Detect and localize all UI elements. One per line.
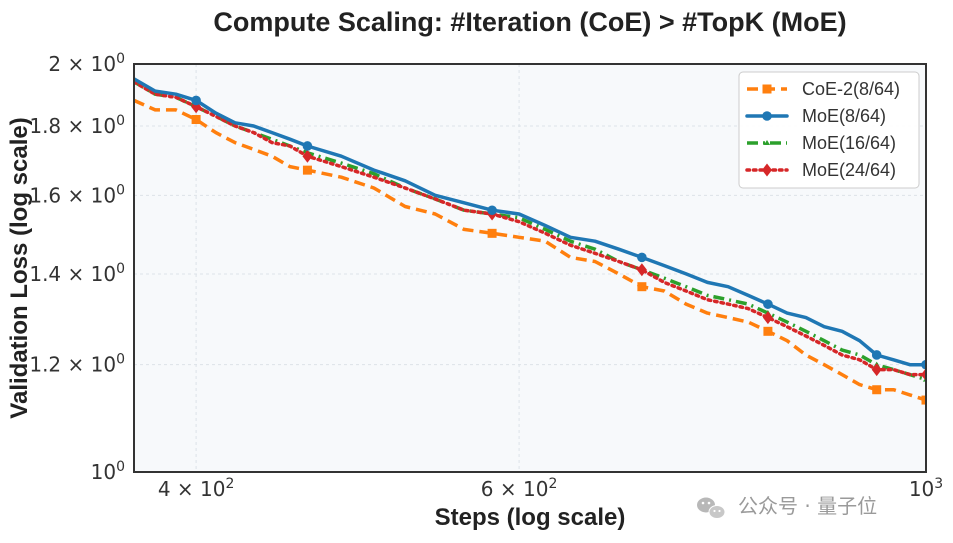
- legend-item-moe-8-64: MoE(8/64): [745, 106, 886, 126]
- legend-label: CoE-2(8/64): [802, 79, 900, 99]
- x-tick-label-0: 4 × 102: [158, 476, 235, 501]
- legend-item-moe-16-64: MoE(16/64): [747, 133, 896, 153]
- data-point-moe-24-64: [302, 149, 313, 163]
- legend-item-coe-2-8-64: CoE-2(8/64): [747, 79, 900, 99]
- legend-box: [738, 71, 920, 189]
- legend-marker: [762, 163, 772, 177]
- y-tick-label-3: 1.6 × 100: [29, 182, 125, 207]
- y-tick-label-2: 1.4 × 100: [29, 261, 125, 286]
- legend-label: MoE(8/64): [802, 106, 886, 126]
- series-line-coe-2-8-64: [134, 98, 926, 402]
- watermark-text: 公众号 · 量子位: [738, 494, 877, 518]
- y-tick-label-5: 2 × 100: [48, 51, 125, 76]
- x-axis-label: Steps (log scale): [435, 504, 626, 531]
- data-point-moe-8-64: [921, 359, 926, 370]
- data-point-moe-24-64: [636, 263, 647, 277]
- y-axis-label: Validation Loss (log scale): [6, 117, 33, 418]
- legend-label: MoE(16/64): [802, 133, 896, 153]
- watermark: 公众号 · 量子位: [697, 494, 877, 519]
- x-tick-label-2: 103: [909, 476, 943, 501]
- data-point-coe-2-8-64: [921, 395, 926, 405]
- data-point-moe-8-64: [302, 141, 313, 151]
- legend-item-moe-24-64: MoE(24/64): [745, 160, 896, 180]
- series-moe-8-64: [134, 77, 926, 370]
- chart-title: Compute Scaling: #Iteration (CoE) > #Top…: [213, 7, 846, 37]
- data-point-moe-8-64: [763, 299, 773, 309]
- data-point-coe-2-8-64: [872, 385, 882, 395]
- series-layer: [134, 77, 926, 405]
- y-tick-label-0: 100: [91, 459, 125, 484]
- legend-label: MoE(24/64): [802, 160, 896, 180]
- data-point-coe-2-8-64: [191, 115, 201, 125]
- data-point-moe-24-64: [921, 368, 926, 382]
- tick-labels: 4 × 102 6 × 102 103 100 1.2 × 100 1.4 × 100 1.…: [29, 51, 943, 501]
- series-coe-2-8-64: [134, 98, 926, 405]
- series-line-moe-16-64: [134, 80, 926, 382]
- data-point-moe-8-64: [191, 95, 201, 106]
- data-point-moe-24-64: [762, 311, 773, 325]
- series-line-moe-8-64: [134, 77, 926, 367]
- y-tick-label-1: 1.2 × 100: [29, 352, 125, 377]
- legend: CoE-2(8/64) MoE(8/64) MoE(16/64) MoE(24/64): [738, 71, 920, 189]
- data-point-moe-8-64: [487, 205, 497, 216]
- data-point-coe-2-8-64: [487, 228, 497, 238]
- plot-frame: [133, 63, 927, 473]
- x-tick-label-1: 6 × 102: [481, 476, 558, 501]
- legend-marker: [762, 111, 772, 121]
- wechat-icon: [697, 497, 726, 519]
- series-line-moe-24-64: [134, 80, 926, 377]
- legend-marker: [762, 84, 772, 94]
- data-point-coe-2-8-64: [302, 165, 312, 175]
- data-point-moe-24-64: [871, 363, 882, 377]
- data-point-moe-8-64: [871, 350, 882, 360]
- data-point-coe-2-8-64: [637, 282, 647, 292]
- data-point-coe-2-8-64: [763, 326, 773, 336]
- legend-marker: [763, 140, 771, 145]
- y-tick-label-4: 1.8 × 100: [29, 113, 125, 138]
- data-point-moe-8-64: [637, 252, 647, 263]
